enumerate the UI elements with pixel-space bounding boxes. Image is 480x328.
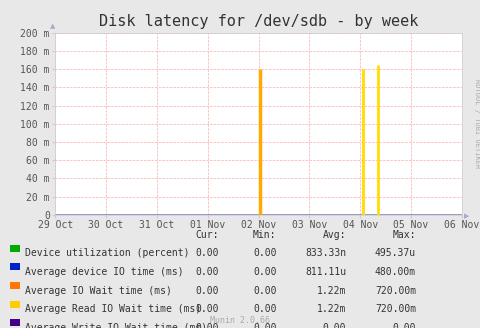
Text: 0.00: 0.00 xyxy=(195,304,218,314)
Text: 0.00: 0.00 xyxy=(252,323,276,328)
Text: 0.00: 0.00 xyxy=(195,248,218,258)
Text: 0.00: 0.00 xyxy=(195,286,218,296)
Text: RDTOOL / TOBI OETIKER: RDTOOL / TOBI OETIKER xyxy=(473,79,479,169)
Text: Average IO Wait time (ms): Average IO Wait time (ms) xyxy=(25,286,171,296)
Text: 0.00: 0.00 xyxy=(195,267,218,277)
Text: Munin 2.0.66: Munin 2.0.66 xyxy=(210,317,270,325)
Text: 0.00: 0.00 xyxy=(252,304,276,314)
Text: Average device IO time (ms): Average device IO time (ms) xyxy=(25,267,183,277)
Text: 0.00: 0.00 xyxy=(252,248,276,258)
Text: 833.33n: 833.33n xyxy=(305,248,346,258)
Text: Device utilization (percent): Device utilization (percent) xyxy=(25,248,189,258)
Text: 0.00: 0.00 xyxy=(322,323,346,328)
Text: ▲: ▲ xyxy=(50,24,56,30)
Text: 1.22m: 1.22m xyxy=(316,304,346,314)
Text: 1.22m: 1.22m xyxy=(316,286,346,296)
Text: Max:: Max: xyxy=(392,230,415,239)
Text: 720.00m: 720.00m xyxy=(374,304,415,314)
Text: Average Read IO Wait time (ms): Average Read IO Wait time (ms) xyxy=(25,304,201,314)
Text: 0.00: 0.00 xyxy=(195,323,218,328)
Text: 0.00: 0.00 xyxy=(252,286,276,296)
Text: 480.00m: 480.00m xyxy=(374,267,415,277)
Text: 0.00: 0.00 xyxy=(252,267,276,277)
Text: 495.37u: 495.37u xyxy=(374,248,415,258)
Text: ▶: ▶ xyxy=(463,214,468,219)
Text: 720.00m: 720.00m xyxy=(374,286,415,296)
Title: Disk latency for /dev/sdb - by week: Disk latency for /dev/sdb - by week xyxy=(99,14,417,29)
Text: Average Write IO Wait time (ms): Average Write IO Wait time (ms) xyxy=(25,323,207,328)
Text: Avg:: Avg: xyxy=(322,230,346,239)
Text: Min:: Min: xyxy=(252,230,276,239)
Text: 811.11u: 811.11u xyxy=(305,267,346,277)
Text: Cur:: Cur: xyxy=(195,230,218,239)
Text: 0.00: 0.00 xyxy=(392,323,415,328)
